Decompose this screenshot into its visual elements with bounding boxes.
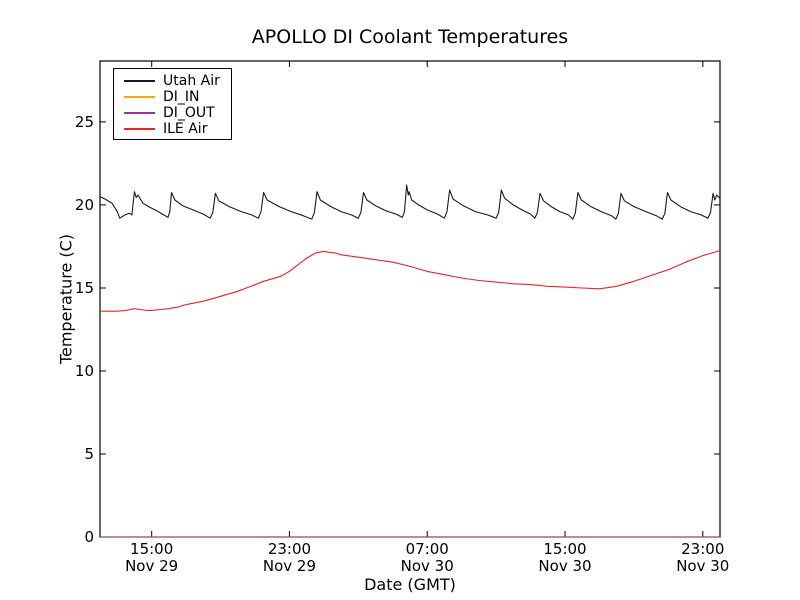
y-tick-label: 0 <box>84 528 94 546</box>
x-tick-time: 23:00 <box>267 540 312 558</box>
x-tick-time: 23:00 <box>681 540 725 558</box>
y-tick-label: 5 <box>84 444 94 463</box>
x-axis-label: Date (GMT) <box>364 575 456 594</box>
legend-item-di-out: DI_OUT <box>114 105 231 121</box>
x-tick-time: 15:00 <box>543 540 587 558</box>
x-tick-date: Nov 29 <box>262 557 316 575</box>
y-tick-label: 20 <box>74 195 94 214</box>
legend-item-utah-air: Utah Air <box>114 73 231 89</box>
legend-item-ile-air: ILE Air <box>114 121 231 137</box>
y-tick-label: 25 <box>74 112 94 131</box>
x-tick-label: 07:00 Nov 30 <box>382 541 472 575</box>
ile-air-line-swatch <box>124 128 155 130</box>
y-axis-label: Temperature (C) <box>56 233 76 365</box>
x-tick-date: Nov 30 <box>676 557 730 575</box>
di-out-line-swatch <box>124 112 155 114</box>
x-tick-label: 15:00 Nov 29 <box>107 541 197 575</box>
y-tick-label: 10 <box>74 361 94 380</box>
legend-label: Utah Air <box>163 73 220 89</box>
x-tick-date: Nov 30 <box>538 557 592 575</box>
utah-air-line-swatch <box>124 80 155 82</box>
legend: Utah Air DI_IN DI_OUT ILE Air <box>113 68 232 140</box>
x-tick-label: 23:00 Nov 30 <box>658 541 748 575</box>
legend-label: DI_IN <box>163 89 200 105</box>
series-line-ile-air <box>100 250 721 312</box>
x-tick-date: Nov 29 <box>125 557 179 575</box>
x-tick-label: 15:00 Nov 30 <box>520 541 610 575</box>
series-line-utah-air <box>99 184 721 220</box>
legend-item-di-in: DI_IN <box>114 89 231 105</box>
x-tick-label: 23:00 Nov 29 <box>244 541 334 575</box>
x-tick-date: Nov 30 <box>400 557 454 575</box>
chart-title: APOLLO DI Coolant Temperatures <box>251 26 569 48</box>
legend-label: ILE Air <box>163 121 208 137</box>
di-in-line-swatch <box>124 96 155 98</box>
legend-label: DI_OUT <box>163 105 215 121</box>
x-tick-time: 15:00 <box>130 540 174 558</box>
x-tick-time: 07:00 <box>405 540 449 558</box>
y-tick-label: 15 <box>74 278 94 297</box>
